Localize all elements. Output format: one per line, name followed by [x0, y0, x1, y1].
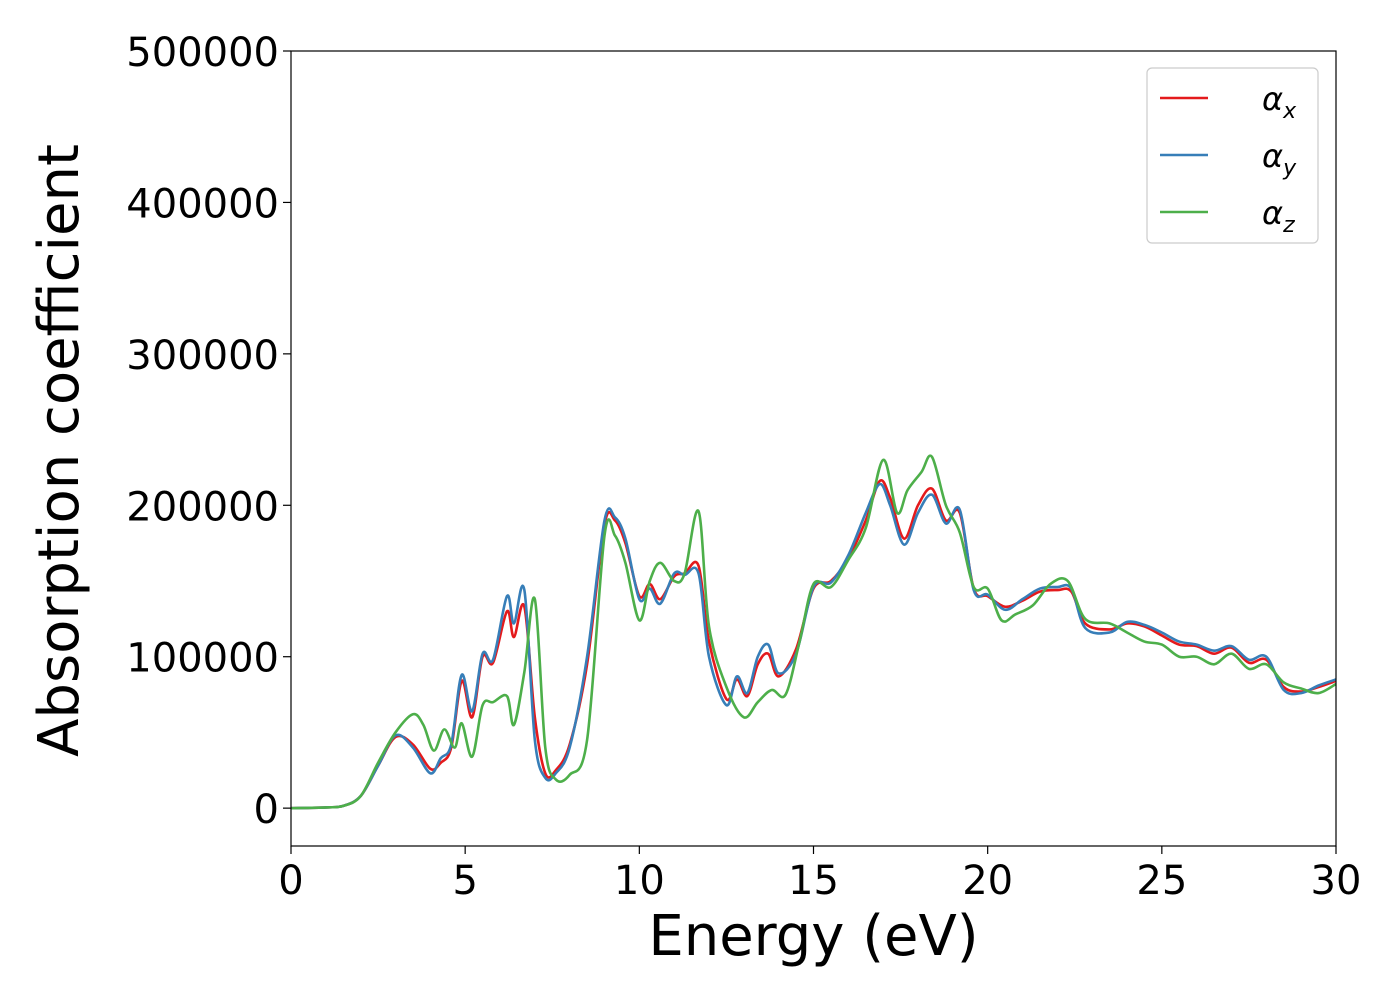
- y-tick-label: 400000: [126, 181, 279, 227]
- series-layer: [290, 454, 1337, 810]
- y-axis-label: Absorption coefficient: [27, 144, 92, 757]
- y-tick-label: 300000: [126, 333, 279, 379]
- x-tick-label: 20: [962, 858, 1013, 904]
- y-tick-label: 500000: [126, 30, 279, 76]
- x-tick-label: 15: [788, 858, 839, 904]
- y-tick-label: 100000: [126, 636, 279, 682]
- y-axis: 0 100000 200000 300000 400000 500000: [126, 30, 291, 833]
- legend-label-z: αz: [1262, 194, 1295, 238]
- legend-box: [1146, 67, 1319, 244]
- x-tick-label: 0: [278, 858, 303, 904]
- series-line-z: [290, 454, 1337, 810]
- x-tick-label: 30: [1311, 858, 1362, 904]
- legend-label-y: αy: [1262, 137, 1297, 181]
- legend: αx αy αz: [1146, 67, 1319, 244]
- y-tick-label: 0: [254, 787, 279, 833]
- series-line-x: [290, 478, 1337, 810]
- x-axis: 0 5 10 15 20 25 30: [278, 846, 1361, 904]
- y-tick-label: 200000: [126, 484, 279, 530]
- series-line-y: [290, 482, 1337, 810]
- x-axis-label: Energy (eV): [648, 904, 978, 969]
- legend-label-x: αx: [1262, 80, 1297, 124]
- x-tick-label: 25: [1136, 858, 1187, 904]
- x-tick-label: 10: [614, 858, 665, 904]
- x-tick-label: 5: [452, 858, 477, 904]
